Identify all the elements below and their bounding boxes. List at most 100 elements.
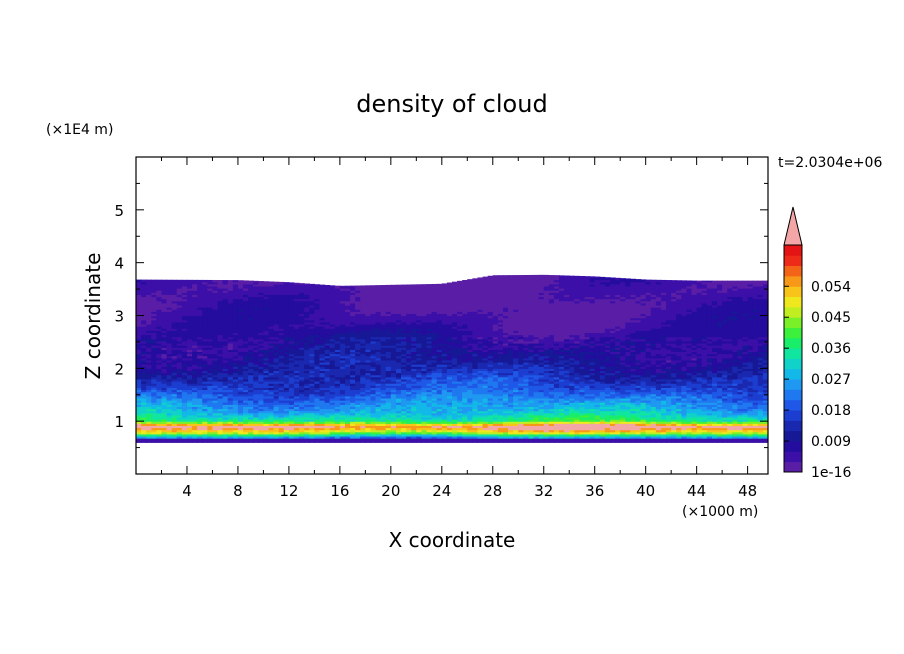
density-cell (156, 355, 163, 359)
density-cell (217, 376, 224, 380)
density-cell (217, 364, 224, 367)
density-cell (232, 302, 239, 306)
density-cell (136, 404, 142, 407)
density-cell (197, 440, 203, 443)
density-cell (243, 285, 249, 289)
density-cell (171, 406, 178, 410)
density-cell (192, 326, 198, 329)
density-cell (146, 342, 152, 346)
density-cell (146, 440, 152, 443)
density-cell (426, 284, 433, 287)
density-cell (141, 342, 147, 346)
density-cell (186, 317, 193, 321)
density-cell (161, 370, 168, 374)
density-cell (202, 423, 208, 426)
density-cell (141, 425, 147, 429)
density-cell (186, 328, 193, 331)
density-cell (176, 340, 183, 344)
density-cell (212, 288, 219, 291)
density-cell (156, 435, 163, 439)
density-cell (166, 381, 173, 384)
density-cell (202, 319, 208, 323)
density-cell (344, 285, 351, 287)
density-cell (253, 345, 259, 348)
density-cell (161, 311, 168, 314)
density-cell (207, 374, 214, 378)
density-cell (136, 296, 142, 300)
density-cell (217, 387, 224, 391)
density-cell (146, 370, 152, 374)
density-cell (186, 391, 193, 395)
density-cell (227, 345, 234, 348)
density-cell (207, 313, 214, 317)
density-cell (171, 412, 178, 416)
density-cell (232, 412, 239, 416)
density-cell (181, 389, 188, 393)
density-cell (192, 307, 198, 310)
density-cell (166, 378, 173, 382)
density-cell (237, 374, 244, 378)
density-cell (151, 283, 157, 287)
density-cell (237, 321, 244, 325)
density-cell (217, 345, 224, 348)
density-cell (248, 402, 254, 405)
density-cell (253, 330, 259, 333)
density-cell (243, 368, 249, 372)
density-cell (181, 435, 188, 439)
density-cell (197, 423, 203, 426)
density-cell (156, 387, 163, 391)
density-cell (176, 381, 183, 384)
density-cell (243, 319, 249, 323)
density-cell (258, 423, 265, 426)
density-cell (146, 313, 152, 317)
density-cell (217, 283, 224, 287)
density-cell (186, 290, 193, 293)
density-cell (258, 425, 265, 429)
density-cell (222, 368, 229, 372)
density-cell (176, 336, 183, 340)
density-cell (136, 285, 142, 289)
density-cell (212, 307, 219, 310)
density-cell (181, 408, 188, 412)
density-cell (161, 423, 168, 426)
density-cell (253, 408, 259, 412)
density-cell (161, 315, 168, 319)
density-cell (202, 355, 208, 359)
density-cell (181, 364, 188, 367)
density-cell (181, 294, 188, 298)
density-cell (202, 311, 208, 314)
density-cell (161, 431, 168, 435)
density-cell (212, 349, 219, 353)
density-cell (222, 296, 229, 300)
density-cell (171, 427, 178, 431)
density-cell (232, 393, 239, 397)
density-cell (217, 359, 224, 363)
density-cell (156, 315, 163, 319)
density-cell (232, 283, 239, 287)
density-cell (237, 319, 244, 323)
density-cell (176, 334, 183, 338)
density-cell (171, 279, 178, 283)
density-cell (222, 408, 229, 412)
density-cell (212, 438, 219, 441)
density-cell (248, 304, 254, 308)
density-cell (212, 309, 219, 312)
density-cell (171, 304, 178, 308)
density-cell (176, 393, 183, 397)
density-cell (227, 385, 234, 388)
density-cell (146, 421, 152, 424)
density-cell (227, 298, 234, 302)
density-cell (141, 389, 147, 393)
density-cell (232, 281, 239, 285)
density-cell (217, 366, 224, 369)
density-cell (212, 370, 219, 374)
density-cell (243, 366, 249, 369)
density-cell (141, 429, 147, 433)
density-cell (212, 368, 219, 372)
density-cell (212, 378, 219, 382)
density-cell (176, 332, 183, 336)
density-cell (141, 285, 147, 289)
density-cell (146, 307, 152, 310)
density-cell (192, 421, 198, 424)
